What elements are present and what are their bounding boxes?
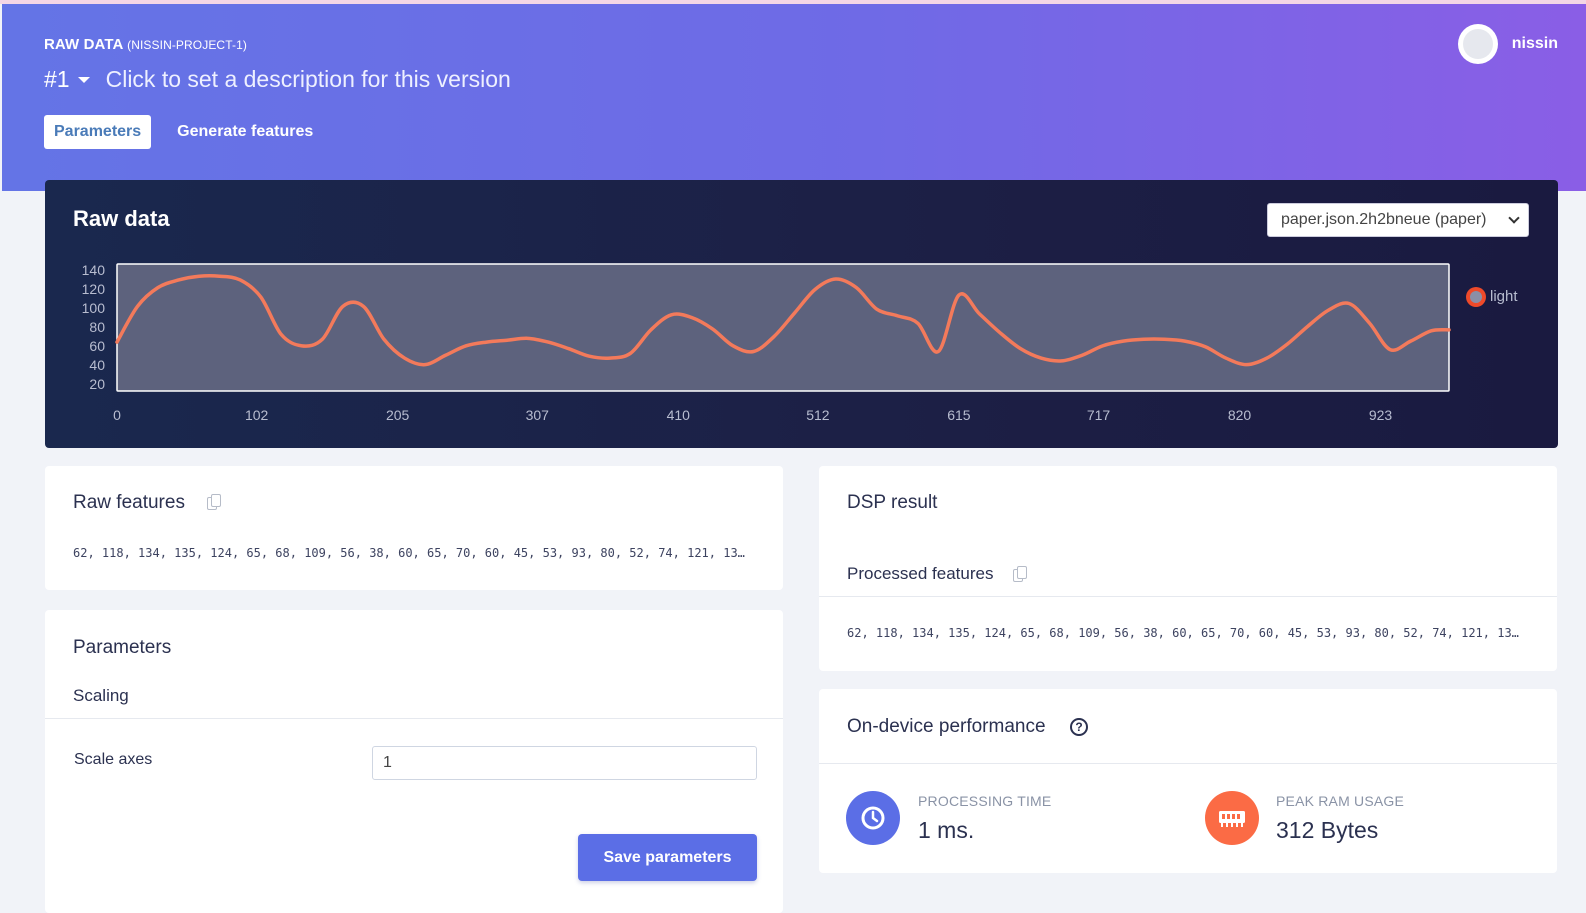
tab-generate-features[interactable]: Generate features: [177, 123, 314, 140]
page-header: [2, 4, 1586, 191]
scale-axes-input[interactable]: 1: [372, 746, 757, 780]
tab-bar: Parameters Generate features: [44, 115, 339, 149]
avatar-image: [1462, 29, 1493, 59]
version-selector[interactable]: #1: [44, 66, 70, 92]
y-tick-label: 40: [89, 357, 105, 373]
page-title-text: RAW DATA: [44, 36, 123, 53]
y-tick-label: 100: [82, 300, 106, 316]
sample-select[interactable]: paper.json.2h2bneue (paper): [1267, 203, 1529, 237]
y-tick-label: 60: [89, 338, 105, 354]
raw-data-chart: 140 120 100 80 60 40 20 0 102 205 307 410 512 615 717 8…: [82, 262, 1519, 423]
series-line-light: [115, 274, 1451, 367]
raw-features-card: Raw features 62, 118, 134, 135, 124, 65,…: [45, 466, 783, 590]
page-title: RAW DATA (NISSIN-PROJECT-1): [44, 36, 247, 53]
scaling-section-title: Scaling: [73, 686, 129, 705]
save-parameters-button[interactable]: Save parameters: [578, 834, 757, 881]
dsp-result-card: DSP result Processed features 62, 118, 1…: [819, 466, 1557, 671]
scale-axes-label: Scale axes: [74, 751, 153, 768]
x-tick-label: 102: [245, 407, 269, 423]
x-tick-label: 307: [526, 407, 550, 423]
raw-data-panel: 140 120 100 80 60 40 20 0 102 205 307 410 512 615 717 8…: [45, 180, 1558, 448]
caret-down-icon[interactable]: [77, 76, 90, 83]
legend-marker: [1470, 291, 1482, 303]
x-tick-label: 512: [806, 407, 830, 423]
legend-label: light: [1490, 288, 1518, 305]
user-menu[interactable]: nissin: [1457, 24, 1558, 64]
x-tick-label: 0: [113, 407, 121, 423]
peak-ram-value: 312 Bytes: [1276, 817, 1379, 843]
performance-title: On-device performance: [847, 716, 1046, 737]
copy-icon[interactable]: [207, 494, 221, 510]
x-tick-label: 820: [1228, 407, 1252, 423]
raw-features-title: Raw features: [73, 492, 185, 513]
memory-icon: [1205, 791, 1259, 845]
peak-ram-label: PEAK RAM USAGE: [1276, 793, 1405, 809]
processed-features-values: 62, 118, 134, 135, 124, 65, 68, 109, 56,…: [847, 626, 1519, 640]
project-name: (NISSIN-PROJECT-1): [127, 38, 247, 52]
clock-icon: [846, 791, 900, 845]
y-tick-label: 120: [82, 281, 106, 297]
parameters-title: Parameters: [73, 637, 172, 658]
y-tick-label: 20: [89, 376, 105, 392]
y-tick-label: 140: [82, 262, 106, 278]
avatar[interactable]: [1457, 24, 1498, 64]
chevron-down-icon: [1508, 212, 1520, 224]
sample-select-value: paper.json.2h2bneue (paper): [1281, 211, 1487, 228]
x-tick-label: 615: [947, 407, 971, 423]
processing-time-label: PROCESSING TIME: [918, 793, 1052, 809]
x-tick-label: 205: [386, 407, 410, 423]
raw-data-title: Raw data: [73, 206, 170, 231]
version-row: #1 Click to set a description for this v…: [44, 66, 511, 93]
performance-card: On-device performance ? PROCESSING TIME …: [819, 689, 1557, 873]
raw-features-values: 62, 118, 134, 135, 124, 65, 68, 109, 56,…: [73, 546, 745, 560]
parameters-card: Parameters Scaling Scale axes 1 Save par…: [45, 610, 783, 913]
copy-icon[interactable]: [1013, 566, 1027, 582]
x-tick-label: 410: [667, 407, 691, 423]
processing-time-value: 1 ms.: [918, 817, 975, 843]
x-tick-label: 717: [1087, 407, 1111, 423]
processed-features-title: Processed features: [847, 564, 994, 583]
x-tick-label: 923: [1369, 407, 1393, 423]
divider: [45, 718, 783, 719]
y-tick-label: 80: [89, 319, 105, 335]
dsp-result-title: DSP result: [847, 492, 938, 513]
divider: [819, 596, 1557, 597]
help-icon[interactable]: ?: [1070, 718, 1088, 736]
divider: [819, 763, 1557, 764]
tab-parameters[interactable]: Parameters: [44, 115, 152, 149]
user-name[interactable]: nissin: [1511, 35, 1558, 52]
top-accent-line: [0, 0, 1586, 4]
version-description[interactable]: Click to set a description for this vers…: [105, 66, 511, 92]
